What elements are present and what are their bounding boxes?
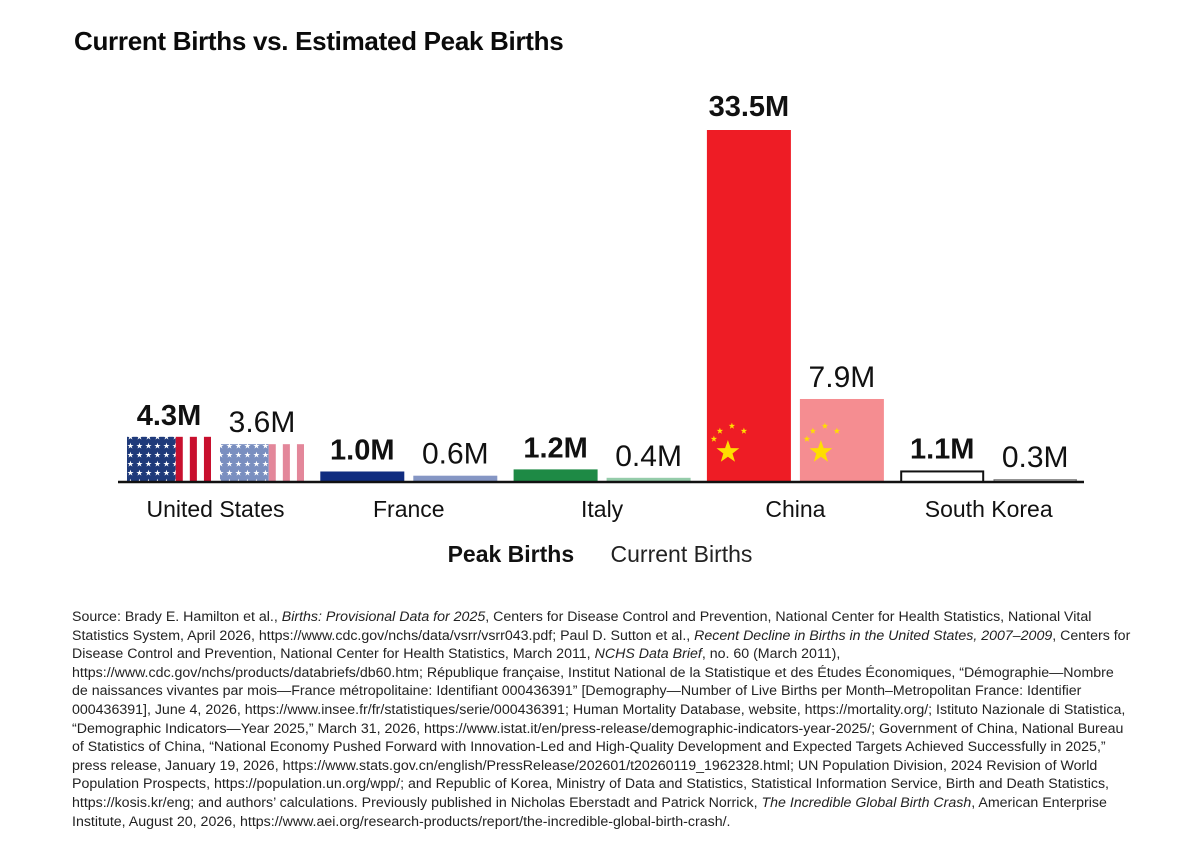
source-text-part: , Centers for Disease Control and Preven… — [72, 609, 1092, 644]
source-text-part: , Centers for Disease Control and Preven… — [72, 627, 1131, 663]
data-label-china-peak: 33.5M — [709, 91, 790, 123]
bar-china-peak — [706, 130, 791, 482]
category-label-china: China — [765, 496, 825, 522]
category-label-south-korea: South Korea — [925, 496, 1053, 522]
legend: Peak Births Current Births — [0, 541, 1200, 568]
category-label-united-states: United States — [146, 496, 284, 522]
category-label-france: France — [373, 496, 445, 522]
bar-united-states-current — [220, 444, 304, 482]
source-text-part: Source: Brady E. Hamilton et al., — [72, 609, 282, 625]
bar-china-current — [799, 398, 884, 482]
source-text-part: NCHS Data Brief — [594, 646, 702, 663]
data-label-south-korea-current: 0.3M — [1002, 441, 1069, 474]
china-flag-small-star-icon — [821, 422, 829, 429]
china-flag-big-star-icon — [716, 440, 740, 462]
china-flag-small-star-icon — [809, 427, 817, 434]
china-flag-small-star-icon — [710, 435, 718, 442]
data-label-united-states-peak: 4.3M — [137, 400, 201, 432]
bar-france-peak — [320, 471, 405, 482]
bar-south-korea-peak — [900, 470, 985, 484]
source-text-part: Births: Provisional Data for 2025 — [281, 609, 486, 625]
china-flag-small-star-icon — [833, 427, 841, 434]
china-flag-small-star-icon — [803, 435, 811, 442]
bar-italy-current — [606, 477, 691, 482]
source-text-part: Recent Decline in Births in the United S… — [694, 627, 1053, 644]
data-label-france-current: 0.6M — [422, 438, 489, 471]
china-flag-small-star-icon — [728, 422, 736, 429]
legend-item-current-births: Current Births — [610, 541, 753, 567]
source-note: Source: Brady E. Hamilton et al., Births… — [72, 608, 1132, 831]
source-text-part: , no. 60 (March 2011), https://www.cdc.g… — [72, 646, 1126, 811]
chart-title: Current Births vs. Estimated Peak Births — [74, 26, 564, 56]
china-flag-small-star-icon — [740, 427, 748, 434]
data-label-china-current: 7.9M — [809, 361, 876, 394]
legend-item-peak-births: Peak Births — [447, 541, 575, 567]
data-label-united-states-current: 3.6M — [229, 406, 296, 439]
china-flag-small-star-icon — [716, 427, 724, 434]
data-label-italy-current: 0.4M — [615, 440, 682, 473]
data-label-south-korea-peak: 1.1M — [910, 433, 974, 465]
china-flag-big-star-icon — [809, 440, 833, 462]
data-label-france-peak: 1.0M — [330, 434, 394, 466]
category-label-italy: Italy — [581, 496, 624, 522]
source-text-part: The Incredible Global Birth Crash — [761, 794, 972, 811]
bar-italy-peak — [513, 469, 598, 482]
source-text-part: , American Enterprise Institute, August … — [72, 794, 1107, 830]
data-label-italy-peak: 1.2M — [523, 432, 587, 464]
bar-united-states-peak — [127, 436, 211, 482]
bar-france-current — [413, 475, 498, 482]
